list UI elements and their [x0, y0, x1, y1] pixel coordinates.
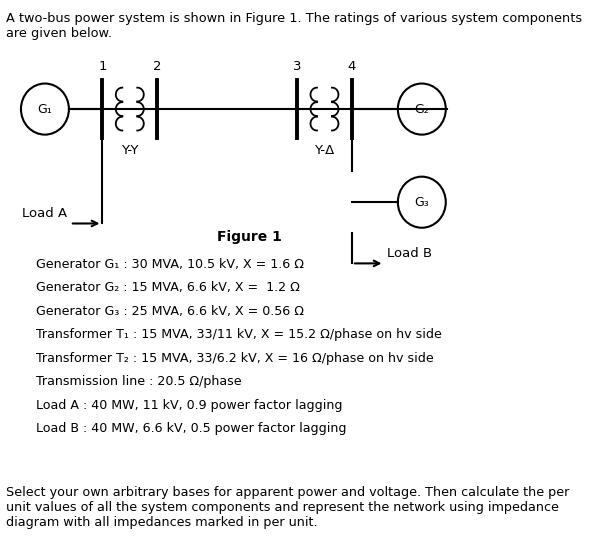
Text: G₃: G₃: [415, 196, 429, 209]
Text: 1: 1: [98, 60, 107, 73]
Text: Figure 1: Figure 1: [217, 230, 282, 244]
Text: Load B : 40 MW, 6.6 kV, 0.5 power factor lagging: Load B : 40 MW, 6.6 kV, 0.5 power factor…: [36, 422, 347, 435]
Text: A two-bus power system is shown in Figure 1. The ratings of various system compo: A two-bus power system is shown in Figur…: [6, 12, 582, 40]
Text: Transformer T₁ : 15 MVA, 33/11 kV, X = 15.2 Ω/phase on hv side: Transformer T₁ : 15 MVA, 33/11 kV, X = 1…: [36, 328, 442, 341]
Text: 4: 4: [348, 60, 356, 73]
Text: Load A : 40 MW, 11 kV, 0.9 power factor lagging: Load A : 40 MW, 11 kV, 0.9 power factor …: [36, 398, 342, 412]
Text: Y-Δ: Y-Δ: [314, 144, 334, 157]
Text: Load B: Load B: [387, 247, 432, 260]
Text: Generator G₂ : 15 MVA, 6.6 kV, X =  1.2 Ω: Generator G₂ : 15 MVA, 6.6 kV, X = 1.2 Ω: [36, 281, 300, 294]
Text: G₁: G₁: [38, 102, 52, 115]
Text: Generator G₁ : 30 MVA, 10.5 kV, X = 1.6 Ω: Generator G₁ : 30 MVA, 10.5 kV, X = 1.6 …: [36, 258, 304, 271]
Text: Transmission line : 20.5 Ω/phase: Transmission line : 20.5 Ω/phase: [36, 375, 242, 388]
Text: Load A: Load A: [23, 208, 68, 220]
Text: Select your own arbitrary bases for apparent power and voltage. Then calculate t: Select your own arbitrary bases for appa…: [6, 486, 569, 529]
Text: G₂: G₂: [415, 102, 429, 115]
Text: Generator G₃ : 25 MVA, 6.6 kV, X = 0.56 Ω: Generator G₃ : 25 MVA, 6.6 kV, X = 0.56 …: [36, 305, 304, 318]
Text: 3: 3: [293, 60, 301, 73]
Text: 2: 2: [153, 60, 161, 73]
Text: Transformer T₂ : 15 MVA, 33/6.2 kV, X = 16 Ω/phase on hv side: Transformer T₂ : 15 MVA, 33/6.2 kV, X = …: [36, 352, 434, 365]
Text: Y-Y: Y-Y: [121, 144, 138, 157]
